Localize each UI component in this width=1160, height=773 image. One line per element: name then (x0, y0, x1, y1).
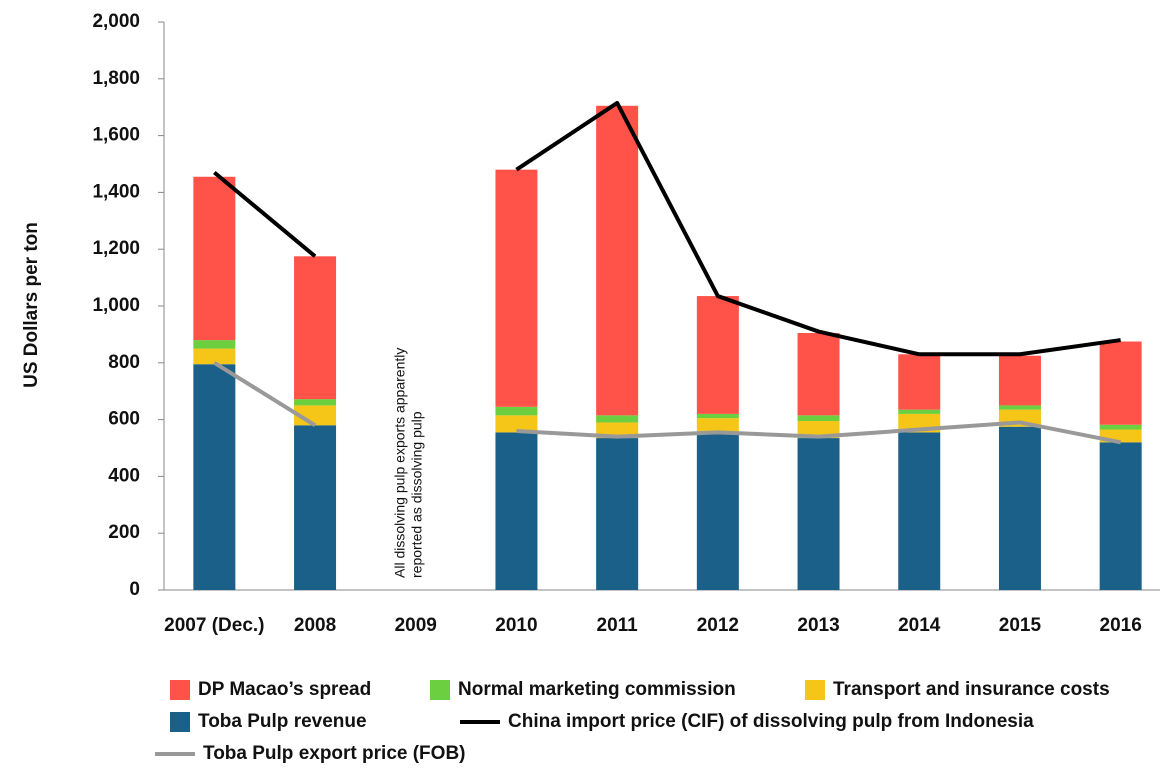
bar-segment (797, 415, 840, 422)
bar-segment (495, 432, 538, 590)
legend-label: DP Macao’s spread (198, 679, 371, 700)
y-tick-label: 200 (108, 522, 140, 543)
line-series (213, 361, 1122, 445)
legend-label: Toba Pulp revenue (198, 711, 367, 732)
legend-label: Toba Pulp export price (FOB) (203, 743, 466, 764)
x-tick-label: 2011 (597, 615, 639, 636)
bar-segment (998, 405, 1041, 410)
bar-segment (193, 340, 236, 349)
bar-segment (898, 432, 941, 590)
y-tick-label: 0 (129, 579, 140, 600)
y-tick-label: 600 (108, 409, 140, 430)
bar-segment (797, 421, 840, 439)
bar-segment (495, 169, 538, 407)
x-tick-label: 2010 (495, 615, 537, 636)
line-series (213, 100, 1121, 357)
bar-segment (596, 438, 639, 590)
bar-segment (495, 415, 538, 433)
x-tick-label: 2007 (Dec.) (164, 615, 264, 636)
x-tick-label: 2012 (697, 615, 739, 636)
x-tick-label: 2009 (395, 615, 437, 636)
y-tick-label: 1,800 (92, 68, 140, 89)
bar-segment (294, 256, 337, 400)
bar-segment (696, 413, 739, 419)
legend-swatch (170, 680, 190, 700)
y-tick-label: 2,000 (92, 11, 140, 32)
legend-swatch (430, 680, 450, 700)
bar-segment (294, 425, 337, 590)
legend-label: Transport and insurance costs (833, 679, 1110, 700)
bar-segment (193, 348, 236, 365)
bar-segment (898, 354, 941, 410)
bar-segment (696, 296, 739, 414)
annotation: All dissolving pulp exports apparently (392, 348, 408, 578)
bar-segment (1099, 341, 1142, 425)
y-tick-label: 1,400 (92, 181, 140, 202)
bar-segment (998, 355, 1041, 406)
bar-segment (696, 433, 739, 590)
legend-label: China import price (CIF) of dissolving p… (508, 711, 1034, 732)
bar-segment (294, 399, 337, 406)
y-axis-label: US Dollars per ton (21, 222, 42, 388)
x-tick-label: 2016 (1100, 615, 1142, 636)
bar-segment (898, 409, 941, 414)
y-tick-label: 1,200 (92, 238, 140, 259)
bar-segment (797, 438, 840, 590)
legend-swatch (170, 712, 190, 732)
x-tick-label: 2014 (898, 615, 941, 636)
legend-swatch (805, 680, 825, 700)
annotation: reported as dissolving pulp (409, 411, 425, 578)
bar-segment (998, 426, 1041, 590)
y-tick-label: 400 (108, 465, 140, 486)
y-tick-label: 800 (108, 352, 140, 373)
bar-segment (596, 415, 639, 423)
bar-segment (495, 406, 538, 416)
bar-segment (1099, 442, 1142, 590)
y-tick-label: 1,000 (92, 295, 140, 316)
x-tick-label: 2008 (294, 615, 336, 636)
bar-segment (193, 176, 236, 341)
legend-label: Normal marketing commission (458, 679, 736, 700)
bar-segment (596, 105, 639, 416)
x-tick-label: 2013 (797, 615, 839, 636)
bar-segment (797, 332, 840, 416)
bar-segment (1099, 424, 1142, 430)
bar-segment (193, 364, 236, 590)
bar-segment (696, 418, 739, 434)
y-tick-label: 1,600 (92, 125, 140, 146)
x-tick-label: 2015 (999, 615, 1042, 636)
